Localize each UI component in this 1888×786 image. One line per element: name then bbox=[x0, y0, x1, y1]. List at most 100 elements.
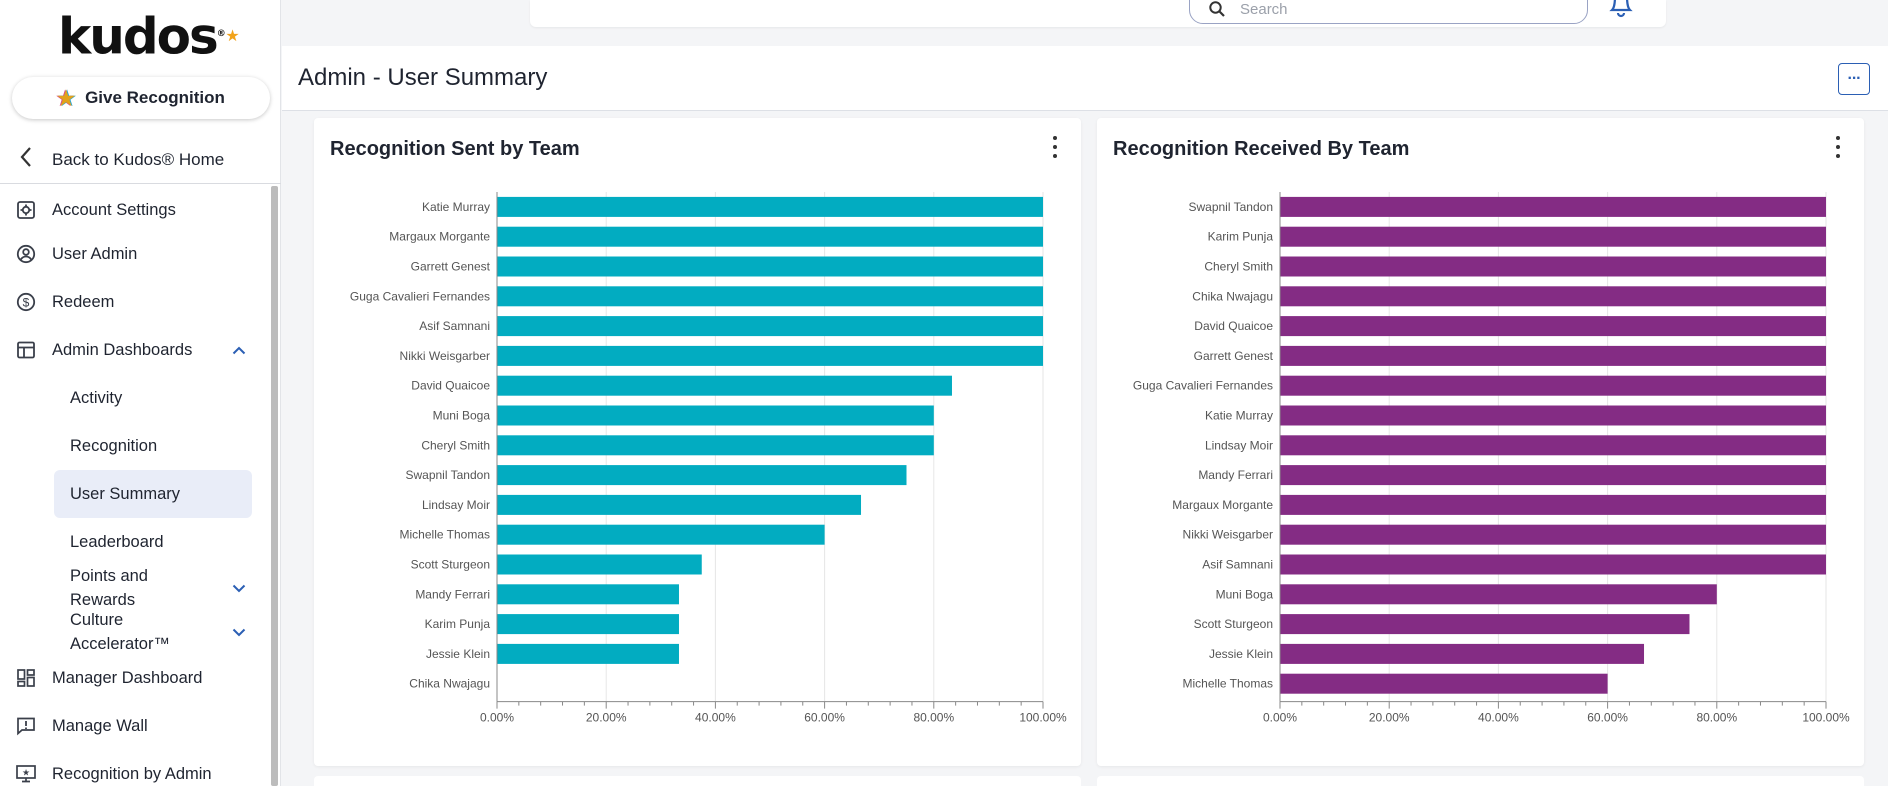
category-label: Jessie Klein bbox=[1209, 647, 1273, 661]
kebab-menu-icon[interactable] bbox=[1832, 136, 1844, 158]
sidebar-sub-item-recognition[interactable]: Recognition bbox=[0, 422, 272, 470]
back-to-home-link[interactable]: Back to Kudos® Home bbox=[0, 136, 281, 184]
bar bbox=[1280, 524, 1826, 545]
sidebar-sub-item-activity[interactable]: Activity bbox=[0, 374, 272, 422]
rainbow-star-icon: ★ bbox=[57, 87, 76, 110]
svg-text:$: $ bbox=[23, 296, 30, 310]
x-tick-label: 80.00% bbox=[913, 711, 954, 725]
bar bbox=[497, 435, 934, 456]
sidebar-item-label: Account Settings bbox=[52, 200, 176, 219]
category-label: Karim Punja bbox=[1208, 230, 1274, 244]
category-label: Chika Nwajagu bbox=[409, 677, 490, 691]
category-label: Nikki Weisgarber bbox=[1183, 528, 1273, 542]
sidebar-item-manage-wall[interactable]: Manage Wall bbox=[0, 702, 272, 750]
category-label: Cheryl Smith bbox=[421, 438, 490, 452]
bar bbox=[497, 643, 679, 664]
bar bbox=[497, 196, 1043, 217]
sidebar-item-label: Redeem bbox=[52, 292, 115, 311]
user-circle-icon bbox=[0, 244, 52, 264]
bell-icon[interactable] bbox=[1608, 0, 1634, 18]
bar bbox=[1280, 554, 1826, 575]
sidebar-nav: Account Settings User Admin $ Redeem Adm… bbox=[0, 190, 272, 786]
next-card-sent bbox=[314, 776, 1081, 786]
sidebar-item-user-admin[interactable]: User Admin bbox=[0, 230, 272, 278]
category-label: Karim Punja bbox=[425, 617, 491, 631]
x-tick-label: 100.00% bbox=[1019, 711, 1067, 725]
category-label: Katie Murray bbox=[1205, 409, 1273, 423]
sidebar-item-admin-dashboards[interactable]: Admin Dashboards bbox=[0, 326, 272, 374]
category-label: Garrett Genest bbox=[411, 260, 491, 274]
dashboard-icon bbox=[0, 668, 52, 688]
back-to-home-label: Back to Kudos® Home bbox=[52, 149, 225, 169]
chart-sent-by-team: Katie Murray Margaux Morgante Garrett Gene… bbox=[350, 192, 1067, 725]
kudos-logo[interactable]: kudos® ★ bbox=[58, 8, 240, 63]
sidebar-item-label: Recognition bbox=[70, 436, 158, 455]
sidebar-item-label: Leaderboard bbox=[70, 532, 164, 551]
bar bbox=[1280, 614, 1690, 635]
category-label: Mandy Ferrari bbox=[415, 587, 490, 601]
bar bbox=[1280, 375, 1826, 396]
chevron-down-icon[interactable] bbox=[232, 576, 246, 600]
sidebar-item-label: Admin Dashboards bbox=[52, 340, 193, 359]
category-label: Asif Samnani bbox=[1202, 558, 1273, 572]
logo-registered-mark: ® bbox=[216, 29, 226, 39]
x-tick-label: 60.00% bbox=[1587, 711, 1628, 725]
sidebar-item-recognition-by-admin[interactable]: ★ Recognition by Admin bbox=[0, 750, 272, 786]
sidebar-item-manager-dashboard[interactable]: Manager Dashboard bbox=[0, 654, 272, 702]
category-label: Margaux Morgante bbox=[1172, 498, 1273, 512]
category-label: Scott Sturgeon bbox=[411, 558, 490, 572]
chart-title: Recognition Sent by Team bbox=[330, 138, 580, 160]
bar bbox=[497, 614, 679, 635]
category-label: Jessie Klein bbox=[426, 647, 490, 661]
bar bbox=[497, 494, 862, 515]
alert-message-icon bbox=[0, 716, 52, 736]
category-label: David Quaicoe bbox=[411, 379, 490, 393]
logo-text: kudos bbox=[58, 7, 219, 66]
category-label: Guga Cavalieri Fernandes bbox=[1133, 379, 1273, 393]
category-label: Mandy Ferrari bbox=[1198, 468, 1273, 482]
bar bbox=[1280, 465, 1826, 486]
kebab-menu-icon[interactable] bbox=[1049, 136, 1061, 158]
category-label: David Quaicoe bbox=[1194, 319, 1273, 333]
bar bbox=[497, 256, 1043, 277]
sidebar-item-label: Activity bbox=[70, 388, 123, 407]
chevron-left-icon bbox=[0, 146, 52, 174]
chart-card-received: Recognition Received By Team Swapnil Tan… bbox=[1097, 118, 1864, 766]
bar bbox=[497, 584, 679, 605]
gear-icon bbox=[0, 200, 52, 220]
category-label: Nikki Weisgarber bbox=[400, 349, 490, 363]
x-tick-label: 40.00% bbox=[1478, 711, 1519, 725]
chevron-down-icon[interactable] bbox=[232, 620, 246, 644]
category-label: Scott Sturgeon bbox=[1194, 617, 1273, 631]
category-label: Guga Cavalieri Fernandes bbox=[350, 289, 490, 303]
x-tick-label: 100.00% bbox=[1802, 711, 1850, 725]
bar bbox=[497, 286, 1043, 307]
category-label: Michelle Thomas bbox=[400, 528, 490, 542]
x-tick-label: 60.00% bbox=[804, 711, 845, 725]
logo-star-icon: ★ bbox=[225, 26, 239, 45]
sidebar-scrollbar[interactable] bbox=[271, 186, 278, 786]
search-input[interactable]: Search bbox=[1189, 0, 1588, 24]
bar bbox=[1280, 316, 1826, 337]
give-recognition-button[interactable]: ★ Give Recognition bbox=[12, 77, 270, 119]
bar bbox=[1280, 673, 1608, 694]
x-tick-label: 0.00% bbox=[1263, 711, 1297, 725]
category-label: Muni Boga bbox=[433, 409, 491, 423]
sidebar-sub-item-culture-accelerator[interactable]: Culture Accelerator™ bbox=[0, 610, 272, 654]
sidebar-sub-item-leaderboard[interactable]: Leaderboard bbox=[0, 518, 272, 566]
give-recognition-label: Give Recognition bbox=[85, 88, 225, 107]
x-tick-label: 0.00% bbox=[480, 711, 514, 725]
sidebar-item-label: Culture Accelerator™ bbox=[70, 611, 170, 653]
sidebar-sub-item-points-and-rewards[interactable]: Points and Rewards bbox=[0, 566, 272, 610]
category-label: Lindsay Moir bbox=[422, 498, 490, 512]
bar bbox=[497, 316, 1043, 337]
more-options-button[interactable]: ··· bbox=[1838, 63, 1870, 95]
sidebar-item-account-settings[interactable]: Account Settings bbox=[0, 190, 272, 230]
category-label: Garrett Genest bbox=[1194, 349, 1274, 363]
x-tick-label: 80.00% bbox=[1696, 711, 1737, 725]
sidebar-item-redeem[interactable]: $ Redeem bbox=[0, 278, 272, 326]
chevron-up-icon[interactable] bbox=[232, 342, 246, 358]
sidebar-item-label: User Admin bbox=[52, 244, 138, 263]
sidebar-sub-item-user-summary[interactable]: User Summary bbox=[54, 470, 252, 518]
sidebar: kudos® ★ ★ Give Recognition Back to Kudo… bbox=[0, 0, 281, 786]
